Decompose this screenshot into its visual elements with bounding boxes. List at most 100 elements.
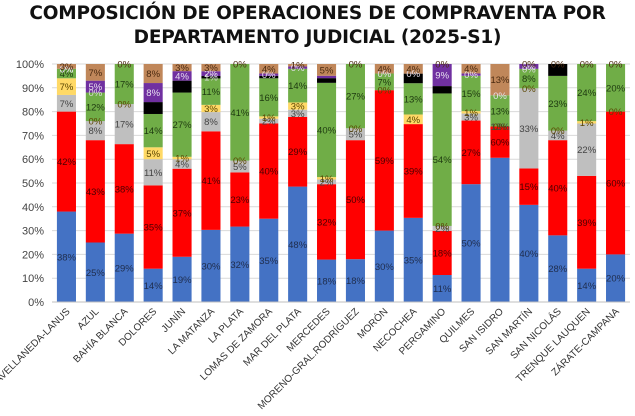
data-label: 4% xyxy=(175,159,189,170)
bar-segment-red xyxy=(519,168,539,205)
bar-segment-blue xyxy=(374,230,394,302)
data-label: 23% xyxy=(548,99,568,110)
bar-segment-purple xyxy=(143,83,163,103)
bar-segment-yellow xyxy=(288,102,308,110)
data-label: 40% xyxy=(548,183,568,194)
bar-segment-black xyxy=(143,102,163,114)
data-label: 40% xyxy=(259,167,279,178)
bars xyxy=(56,64,626,302)
data-label: 2% xyxy=(320,177,334,188)
data-label: 33% xyxy=(519,124,539,135)
data-label: 32% xyxy=(230,260,250,271)
bar-segment-yellow xyxy=(461,111,481,114)
data-label: 59% xyxy=(375,156,395,167)
bar-segment-blue xyxy=(143,268,163,302)
data-label: 50% xyxy=(462,239,482,250)
data-label: 15% xyxy=(462,89,482,100)
bar-segment-red xyxy=(230,172,250,227)
data-label: 0% xyxy=(493,91,507,102)
bar-segment-green xyxy=(403,83,423,115)
data-label: 29% xyxy=(288,147,308,158)
data-label: 0% xyxy=(609,60,623,71)
bar-segment-gray xyxy=(317,179,337,185)
data-label: 0% xyxy=(435,221,449,232)
data-label: 1% xyxy=(464,108,478,119)
data-label: 35% xyxy=(144,223,164,234)
data-label: 3% xyxy=(291,102,305,113)
data-label: 4% xyxy=(175,71,189,82)
data-label: 3% xyxy=(204,104,218,115)
data-label: 1% xyxy=(262,113,276,124)
data-label: 18% xyxy=(317,276,337,287)
bar-segment-gray xyxy=(577,123,597,176)
bar-segment-yellow xyxy=(201,104,221,113)
data-label: 0% xyxy=(522,84,536,95)
bar-segment-blue xyxy=(230,226,250,302)
bar-segment-blue xyxy=(172,256,192,302)
bar-segment-red xyxy=(56,111,76,212)
data-label: 27% xyxy=(173,120,193,131)
bar-segment-purple xyxy=(432,64,452,87)
bar-segment-yellow xyxy=(172,156,192,160)
data-label: 54% xyxy=(433,155,453,166)
bar-segment-red xyxy=(201,131,221,230)
data-label: 0% xyxy=(60,64,74,75)
bar-segment-purple xyxy=(461,73,481,76)
data-label: 0% xyxy=(233,60,247,71)
data-label: 0% xyxy=(551,60,565,71)
bar-segment-green xyxy=(201,78,221,105)
bar-segment-green xyxy=(345,64,365,129)
data-label: 28% xyxy=(548,264,568,275)
data-label: 7% xyxy=(60,99,74,110)
gridlines xyxy=(52,63,630,303)
data-label: 0% xyxy=(88,88,102,99)
bar-segment-gray xyxy=(461,113,481,121)
bar-segment-brown xyxy=(143,64,163,84)
data-label: 0% xyxy=(291,63,305,74)
data-label: 14% xyxy=(144,126,164,137)
data-label: 40% xyxy=(519,249,539,260)
data-label: 0% xyxy=(349,124,363,135)
data-label: 9% xyxy=(435,71,449,82)
data-label: 7% xyxy=(377,77,391,88)
bar-segment-purple xyxy=(317,75,337,79)
data-label: 0% xyxy=(377,86,391,97)
bar-segment-gray xyxy=(230,160,250,173)
y-tick-label: 90% xyxy=(22,83,44,95)
data-label: 0% xyxy=(349,60,363,71)
bar-segment-green xyxy=(374,73,394,91)
data-label: 4% xyxy=(406,115,420,126)
bar-segment-yellow xyxy=(259,116,279,119)
data-label: 0% xyxy=(580,60,594,71)
data-label: 3% xyxy=(291,109,305,120)
bar-segment-purple xyxy=(85,80,105,93)
data-label: 0% xyxy=(377,69,391,80)
data-label: 35% xyxy=(404,255,424,266)
bar-segment-black xyxy=(548,64,568,76)
x-tick-label: AZUL xyxy=(76,306,102,332)
data-label: 4% xyxy=(464,64,478,75)
data-label: 23% xyxy=(230,195,250,206)
bar-segment-green xyxy=(519,68,539,89)
bar-segment-red xyxy=(345,140,365,260)
data-label: 39% xyxy=(404,166,424,177)
chart-title-line-1: COMPOSICIÓN DE OPERACIONES DE COMPRAVENT… xyxy=(29,3,606,24)
data-label: 2% xyxy=(262,117,276,128)
bar-segment-black xyxy=(432,86,452,94)
data-label: 0% xyxy=(493,122,507,133)
bar-segment-red xyxy=(114,144,134,234)
bar-segment-gray xyxy=(56,94,76,112)
data-label: 13% xyxy=(490,75,510,86)
data-label: 3% xyxy=(175,63,189,74)
data-label: 4% xyxy=(406,64,420,75)
data-label: 7% xyxy=(60,82,74,93)
data-label: 38% xyxy=(115,184,135,195)
data-label: 12% xyxy=(86,102,106,113)
data-label: 3% xyxy=(464,113,478,124)
data-label: 8% xyxy=(522,74,536,85)
data-label: 50% xyxy=(346,195,366,206)
bar-segment-brown xyxy=(374,64,394,74)
data-label: 8% xyxy=(204,117,218,128)
data-label: 0% xyxy=(609,107,623,118)
